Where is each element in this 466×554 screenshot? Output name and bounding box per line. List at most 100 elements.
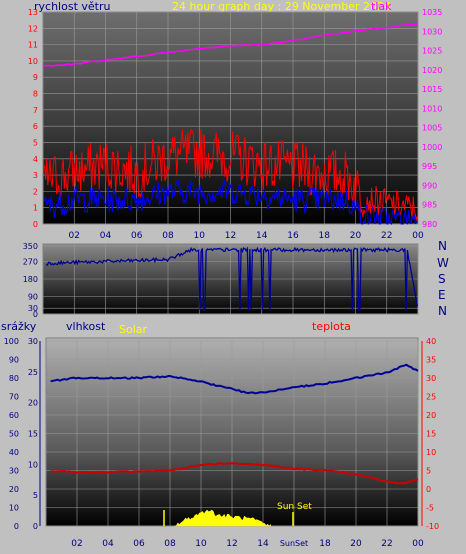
top-xtick-label: 10 [194,231,206,241]
temperature-label: teplota [312,320,351,333]
wind-ytick-label: 13 [28,8,38,17]
pressure-ytick-label: 995 [422,162,437,171]
solar-area [174,509,272,527]
bottom-xtick-label: 14 [257,539,269,549]
rain-label: srážky [1,320,37,333]
rain-ytick-label: 10 [9,504,19,513]
bottom-xtick-label: 02 [71,539,82,549]
rain-ytick-label: 20 [9,485,19,494]
temperature-ytick-label: 35 [426,356,436,365]
wind-ytick-label: 9 [33,73,38,82]
bottom-xtick-label: 06 [133,539,145,549]
top-xtick-label: 00 [412,231,424,241]
humidity-ytick-label: 25 [28,368,38,377]
direction-ytick-label: 90 [28,293,38,302]
direction-ytick-label: 180 [23,275,38,284]
wind-ytick-label: 4 [33,155,38,164]
pressure-line [42,23,419,67]
wind-gust-line [44,128,418,221]
direction-ytick-label: 0 [33,310,38,319]
bottom-xtick-label: 12 [226,539,237,549]
compass-s: S [438,272,446,286]
top-xtick-label: 16 [287,231,299,241]
humidity-label: vlhkost [66,320,106,333]
rain-ytick-label: 70 [9,393,19,402]
top-xtick-label: 12 [225,231,236,241]
pressure-label: tlak [371,0,392,13]
rain-ytick-label: 100 [4,337,19,346]
humidity-ytick-label: 15 [28,430,38,439]
temperature-line [50,462,419,485]
pressure-ytick-label: 1030 [422,27,442,36]
rain-ytick-label: 40 [9,448,19,457]
rain-ytick-label: 30 [9,467,19,476]
temperature-ytick-label: 30 [426,374,436,383]
pressure-ytick-label: 1010 [422,104,442,113]
top-xtick-label: 20 [350,231,362,241]
humidity-ytick-label: 0 [33,522,38,531]
pressure-ytick-label: 1025 [422,47,442,56]
bottom-xtick-label: 00 [412,539,424,549]
rain-ytick-label: 0 [14,522,19,531]
temperature-ytick-label: 0 [426,485,431,494]
temperature-ytick-label: 5 [426,467,431,476]
top-xtick-label: 02 [69,231,80,241]
top-xtick-label: 14 [256,231,268,241]
wind-ytick-label: 3 [33,171,38,180]
humidity-ytick-label: 5 [33,491,38,500]
bottom-xtick-label: 20 [350,539,362,549]
direction-ytick-label: 350 [23,242,38,251]
direction-ytick-label: 30 [28,304,38,313]
wind-ytick-label: 7 [33,106,38,115]
pressure-ytick-label: 1015 [422,85,442,94]
temperature-ytick-label: -5 [426,504,434,513]
temperature-ytick-label: 20 [426,411,436,420]
rain-ytick-label: 90 [9,356,19,365]
pressure-ytick-label: 1000 [422,143,442,152]
humidity-ytick-label: 30 [28,337,38,346]
sunset-label: Sun Set [277,502,312,512]
temperature-ytick-label: -10 [426,522,439,531]
bottom-xtick-label: 04 [102,539,114,549]
bottom-xtick-label: SunSet [280,539,308,548]
compass-n-bottom: N [438,304,447,318]
compass-e: E [438,288,446,302]
wind-ytick-label: 2 [33,187,38,196]
bottom-xtick-label: 08 [164,539,176,549]
compass-w: W [437,256,449,270]
rain-ytick-label: 60 [9,411,19,420]
wind-ytick-label: 11 [28,41,38,50]
pressure-ytick-label: 1020 [422,66,442,75]
rain-ytick-label: 80 [9,374,19,383]
pressure-ytick-label: 980 [422,220,437,229]
top-xtick-label: 22 [381,231,392,241]
temperature-ytick-label: 15 [426,430,436,439]
temperature-ytick-label: 25 [426,393,436,402]
graph-title: 24 hour graph day : 29 November 2024 [172,0,391,13]
top-xtick-label: 18 [319,231,331,241]
solar-label: Solar [119,323,148,336]
temperature-ytick-label: 10 [426,448,436,457]
wind-ytick-label: 0 [33,220,38,229]
wind-ytick-label: 5 [33,138,38,147]
top-xtick-label: 06 [131,231,143,241]
bottom-xtick-label: 10 [195,539,207,549]
humidity-ytick-label: 10 [28,460,38,469]
wind-speed-label: rychlost větru [34,0,110,13]
bottom-xtick-label: 22 [381,539,392,549]
temperature-ytick-label: 40 [426,337,436,346]
wind-average-line [44,179,418,226]
top-xtick-label: 04 [100,231,112,241]
wind-ytick-label: 1 [33,204,38,213]
wind-ytick-label: 12 [28,24,38,33]
pressure-ytick-label: 990 [422,181,437,190]
humidity-ytick-label: 20 [28,399,38,408]
wind-ytick-label: 6 [33,122,38,131]
wind-ytick-label: 10 [28,57,38,66]
compass-n-top: N [438,239,447,253]
wind-direction-line [45,246,419,311]
rain-ytick-label: 50 [9,430,19,439]
bottom-xtick-label: 18 [319,539,331,549]
top-xtick-label: 08 [162,231,174,241]
